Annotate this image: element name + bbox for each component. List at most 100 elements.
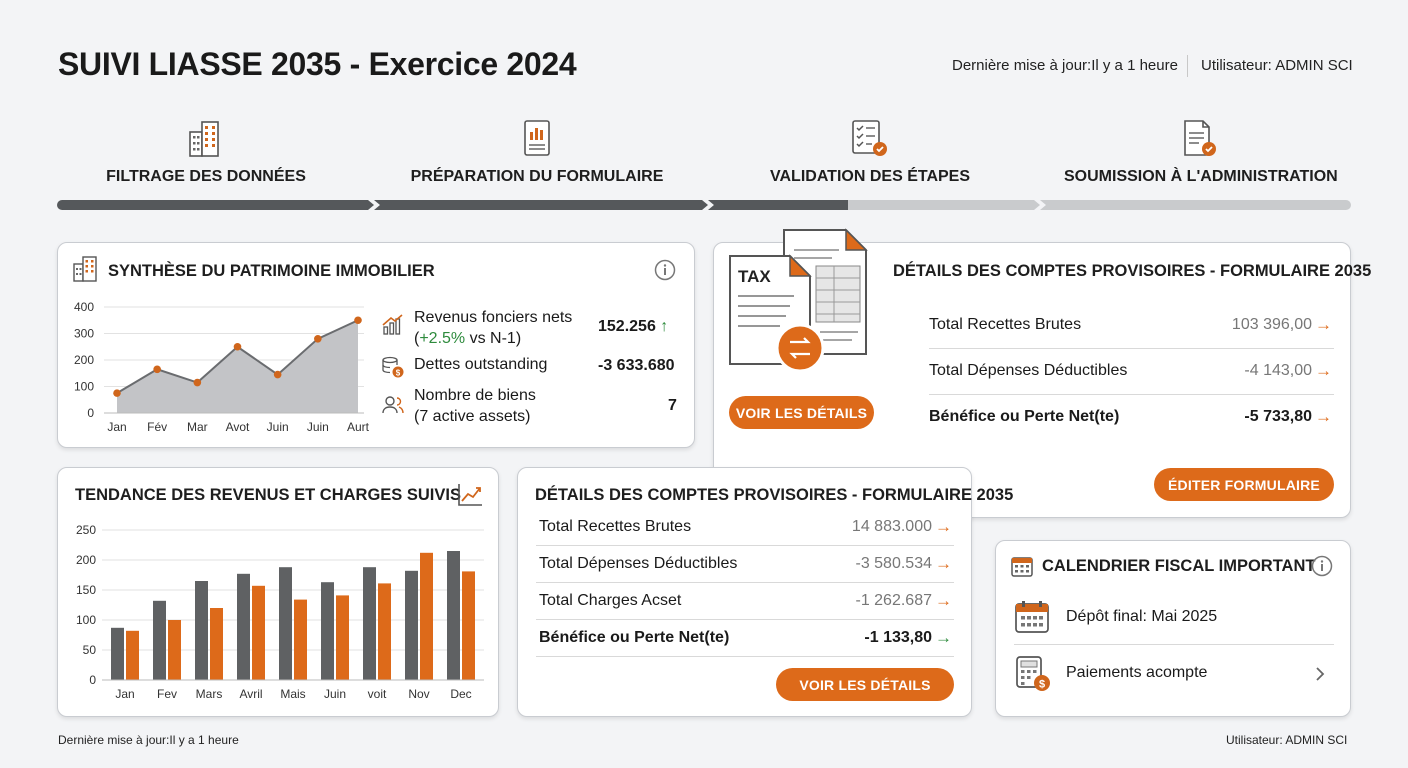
calendar-icon bbox=[1015, 601, 1049, 633]
user-label: Utilisateur: ADMIN SCI bbox=[1201, 57, 1353, 74]
calculator-icon: $ bbox=[1016, 656, 1050, 691]
account-value: -4 143,00 bbox=[1244, 362, 1312, 379]
bar-series-2 bbox=[210, 608, 223, 680]
calendar-item-label: Paiements acompte bbox=[1066, 664, 1208, 681]
bar-series-2 bbox=[462, 571, 475, 680]
data-point bbox=[273, 370, 282, 379]
data-point bbox=[153, 365, 161, 374]
report-chart-icon bbox=[524, 120, 550, 156]
account-row[interactable]: Bénéfice ou Perte Net(te) -5 733,80 → bbox=[929, 395, 1334, 441]
calendar-item[interactable]: Dépôt final: Mai 2025 bbox=[1014, 595, 1334, 645]
y-tick-label: 50 bbox=[83, 643, 97, 657]
account-label: Total Charges Acset bbox=[539, 591, 682, 609]
y-tick-label: 100 bbox=[76, 613, 96, 627]
account-label: Total Recettes Brutes bbox=[929, 316, 1082, 333]
footer-user: Utilisateur: ADMIN SCI bbox=[1226, 733, 1348, 747]
account-row[interactable]: Total Recettes Brutes 103 396,00 → bbox=[929, 303, 1334, 349]
area-series bbox=[117, 320, 358, 413]
editer-formulaire-button[interactable]: ÉDITER FORMULAIRE bbox=[1154, 468, 1334, 501]
chevron-right-icon[interactable] bbox=[1314, 665, 1326, 683]
building-icon bbox=[189, 121, 219, 157]
x-tick-label: Avot bbox=[226, 420, 250, 434]
account-value: 14 883.000 bbox=[851, 517, 932, 535]
x-tick-label: Juin bbox=[267, 420, 289, 434]
arrow-right-icon[interactable]: → bbox=[1315, 407, 1332, 426]
x-tick-label: Mais bbox=[280, 687, 305, 701]
x-tick-label: Mars bbox=[196, 687, 223, 701]
arrow-right-icon[interactable]: → bbox=[935, 627, 952, 647]
arrow-right-icon[interactable]: → bbox=[1315, 315, 1332, 334]
x-tick-label: Fev bbox=[157, 687, 177, 701]
account-row[interactable]: Bénéfice ou Perte Net(te) -1 133,80 → bbox=[536, 620, 954, 657]
y-tick-label: 0 bbox=[89, 673, 96, 687]
step-validation[interactable]: VALIDATION DES ÉTAPES bbox=[770, 118, 970, 186]
header-divider bbox=[1187, 55, 1188, 77]
card-title: DÉTAILS DES COMPTES PROVISOIRES - FORMUL… bbox=[893, 262, 1372, 280]
x-tick-label: Juin bbox=[307, 420, 329, 434]
arrow-right-icon[interactable]: → bbox=[935, 516, 952, 536]
y-tick-label: 200 bbox=[74, 353, 94, 367]
account-row[interactable]: Total Charges Acset -1 262.687 → bbox=[536, 583, 954, 620]
bar-series-2 bbox=[420, 552, 433, 680]
bar-series-2 bbox=[252, 585, 265, 680]
users-icon bbox=[382, 396, 404, 414]
x-tick-label: Nov bbox=[408, 687, 429, 701]
bar-series-1 bbox=[363, 567, 376, 680]
y-tick-label: 200 bbox=[76, 553, 96, 567]
card-title: TENDANCE DES REVENUS ET CHARGES SUIVIS bbox=[75, 486, 461, 504]
step-soumission[interactable]: SOUMISSION À L'ADMINISTRATION bbox=[1064, 118, 1338, 186]
building-icon bbox=[73, 256, 97, 282]
info-icon[interactable] bbox=[654, 259, 676, 281]
account-value: 103 396,00 bbox=[1231, 316, 1312, 333]
comptes-second-table: Total Recettes Brutes 14 883.000 → Total Dé… bbox=[536, 509, 954, 657]
voir-details-button[interactable]: VOIR LES DÉTAILS bbox=[729, 396, 874, 429]
step-preparation[interactable]: PRÉPARATION DU FORMULAIRE bbox=[406, 118, 668, 186]
patrimoine-card: SYNTHÈSE DU PATRIMOINE IMMOBILIER 0 100 20… bbox=[57, 242, 695, 448]
x-tick-label: voit bbox=[368, 687, 387, 701]
calendar-icon bbox=[1011, 557, 1033, 577]
tax-label: TAX bbox=[738, 267, 771, 286]
document-check-icon bbox=[1184, 120, 1216, 156]
bar-series-1 bbox=[447, 551, 460, 680]
account-label: Bénéfice ou Perte Net(te) bbox=[929, 408, 1120, 425]
bar-series-1 bbox=[153, 600, 166, 680]
step-label: PRÉPARATION DU FORMULAIRE bbox=[410, 168, 664, 185]
account-row[interactable]: Total Dépenses Déductibles -4 143,00 → bbox=[929, 349, 1334, 395]
account-label: Total Dépenses Déductibles bbox=[929, 362, 1128, 379]
x-tick-label: Jan bbox=[107, 420, 126, 434]
x-tick-label: Avril bbox=[239, 687, 262, 701]
account-value: -5 733,80 bbox=[1244, 408, 1312, 425]
tax-document-illustration: TAX bbox=[729, 228, 868, 373]
account-row[interactable]: Total Recettes Brutes 14 883.000 → bbox=[536, 509, 954, 546]
arrow-right-icon[interactable]: → bbox=[935, 553, 952, 573]
tendance-card: TENDANCE DES REVENUS ET CHARGES SUIVIS 0… bbox=[57, 467, 499, 717]
bar-series-1 bbox=[405, 570, 418, 680]
y-tick-label: 100 bbox=[74, 380, 94, 394]
step-label: SOUMISSION À L'ADMINISTRATION bbox=[1064, 168, 1338, 185]
data-point bbox=[193, 378, 202, 387]
arrow-right-icon[interactable]: → bbox=[1315, 361, 1332, 380]
step-filtrage[interactable]: FILTRAGE DES DONNÉES bbox=[106, 118, 306, 186]
account-row[interactable]: Total Dépenses Déductibles -3 580.534 → bbox=[536, 546, 954, 583]
footer-last-update: Dernière mise à jour:Il y a 1 heure bbox=[58, 733, 239, 747]
line-chart-icon[interactable] bbox=[456, 482, 484, 508]
progress-segment-4 bbox=[1040, 200, 1351, 210]
x-tick-label: Aurt bbox=[347, 420, 370, 434]
x-tick-label: Jan bbox=[115, 687, 134, 701]
account-label: Bénéfice ou Perte Net(te) bbox=[539, 628, 730, 646]
y-tick-label: 150 bbox=[76, 583, 96, 597]
patrimoine-area-chart: 0 100 200 300 400 Jan Fév Mar Avot Juin Juin Aurt bbox=[74, 300, 370, 434]
coins-icon: $ bbox=[382, 356, 404, 378]
data-point bbox=[354, 316, 362, 325]
step-label: FILTRAGE DES DONNÉES bbox=[106, 168, 306, 185]
x-tick-label: Dec bbox=[450, 687, 471, 701]
voir-details-button[interactable]: VOIR LES DÉTAILS bbox=[776, 668, 954, 701]
account-value: -1 262.687 bbox=[855, 591, 932, 609]
info-icon[interactable] bbox=[1311, 555, 1333, 577]
calendar-item[interactable]: $ Paiements acompte bbox=[1014, 651, 1334, 701]
comptes-second-card: DÉTAILS DES COMPTES PROVISOIRES - FORMUL… bbox=[517, 467, 1013, 717]
bar-series-2 bbox=[378, 583, 391, 680]
arrow-right-icon[interactable]: → bbox=[935, 590, 952, 610]
page-title: SUIVI LIASSE 2035 - Exercice 2024 bbox=[58, 46, 577, 82]
calendar-item-label: Dépôt final: Mai 2025 bbox=[1066, 608, 1218, 625]
